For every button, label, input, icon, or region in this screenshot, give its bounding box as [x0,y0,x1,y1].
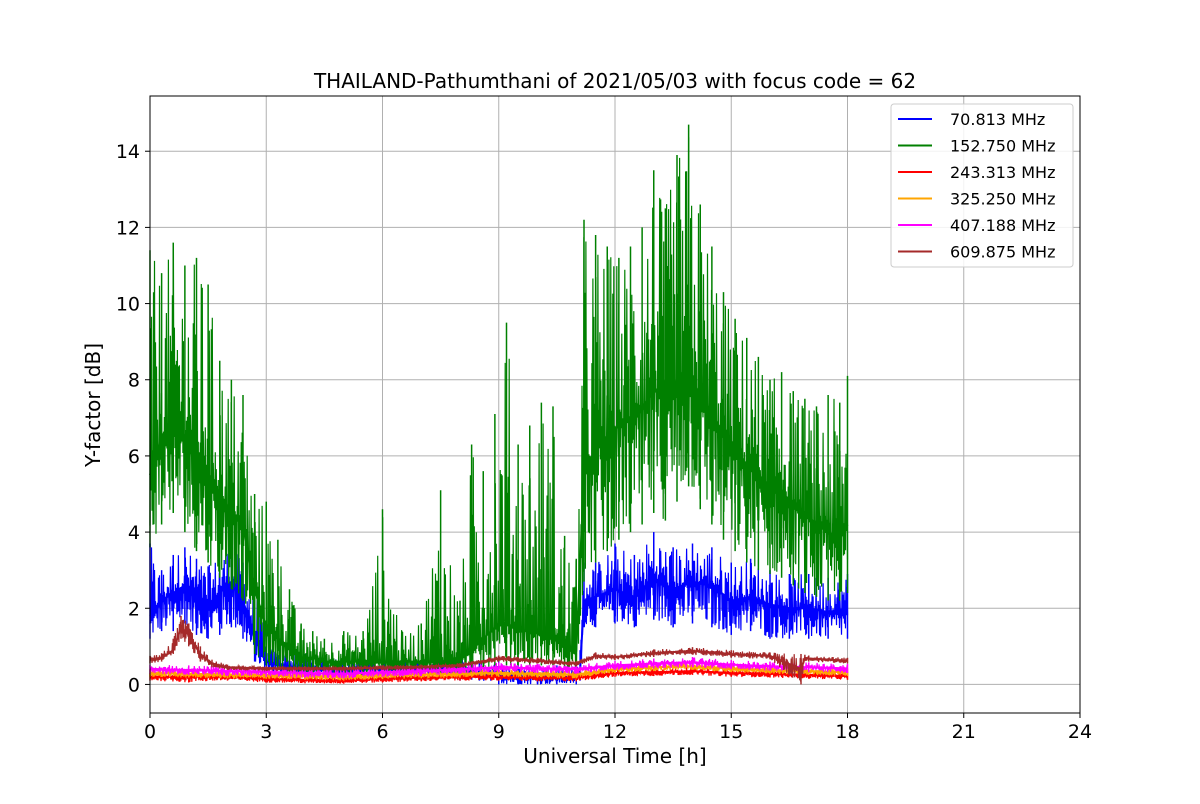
x-tick-label: 18 [835,721,859,743]
legend-label: 243.313 MHz [950,163,1055,182]
x-tick-label: 15 [719,721,743,743]
y-tick-label: 10 [116,294,140,316]
legend-label: 152.750 MHz [950,137,1055,156]
x-axis-label: Universal Time [h] [523,744,706,768]
series-layer [149,124,849,685]
x-tick-label: 6 [376,721,388,743]
y-tick-label: 6 [128,446,140,468]
legend-entry: 609.875 MHz [898,243,1055,262]
y-tick-label: 0 [128,674,140,696]
legend-label: 407.188 MHz [950,216,1055,235]
legend: 70.813 MHz 152.750 MHz 243.313 MHz 325.250 … [890,103,1074,268]
legend-entry: 325.250 MHz [898,190,1055,209]
x-tick-label: 9 [493,721,505,743]
y-tick-label: 8 [128,370,140,392]
series-2 [149,124,849,677]
legend-label: 609.875 MHz [950,243,1055,262]
x-tick-label: 12 [603,721,627,743]
x-tick-label: 21 [952,721,976,743]
legend-entry: 152.750 MHz [898,137,1055,156]
legend-entry: 243.313 MHz [898,163,1055,182]
series-line [149,661,848,675]
x-tick-label: 24 [1068,721,1092,743]
legend-entry: 70.813 MHz [898,110,1045,129]
y-tick-label: 2 [128,598,140,620]
y-tick-label: 4 [128,522,140,544]
legend-box [890,103,1074,268]
x-tick-label: 3 [260,721,272,743]
legend-label: 70.813 MHz [950,110,1045,129]
series-line [149,366,849,663]
legend-label: 325.250 MHz [950,190,1055,209]
chart-title: THAILAND-Pathumthani of 2021/05/03 with … [313,69,916,93]
series-6 [149,615,849,685]
series-line [149,625,848,671]
y-axis-label: Y-factor [dB] [81,343,105,468]
legend-entry: 407.188 MHz [898,216,1055,235]
y-tick-label: 14 [116,141,140,163]
x-tick-label: 0 [144,721,156,743]
y-tick-label: 12 [116,217,140,239]
